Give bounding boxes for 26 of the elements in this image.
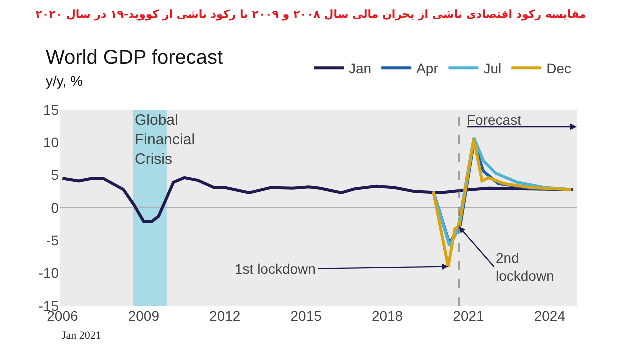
legend-label: Jul [484, 60, 502, 77]
text: Jan 2021 [62, 330, 102, 342]
y-tick-label: 0 [51, 200, 60, 216]
x-tick-label: 2009 [128, 308, 160, 324]
x-tick-label: 2012 [210, 308, 241, 324]
line-series [432, 138, 574, 268]
y-tick-label: 15 [43, 102, 60, 118]
ref-line-label: Forecast [467, 112, 522, 128]
y-tick-label: 10 [43, 134, 60, 151]
y-tick-label: -10 [38, 265, 60, 282]
y-tick-label: 5 [51, 167, 60, 184]
chart-subtitle: World GDP forecast [46, 47, 224, 69]
legend-label: Dec [546, 60, 572, 77]
x-tick-label: 2018 [372, 308, 404, 324]
x-tick-label: 2024 [534, 308, 566, 324]
x-tick-label: 2021 [453, 308, 485, 324]
line-series [61, 176, 574, 224]
y-axis-title: y/y, % [46, 73, 84, 89]
annotation: 2nd lockdown [496, 250, 554, 284]
chart-title: مقایسه رکود اقتصادی ناشی از بحران مالی سال ۲۰۰۸ و ۲۰۰۹ با رکود ناشی از کووید-۱۹ در سال ۲۰۲۰ [36, 8, 586, 22]
band-label: Global Financial Crisis [135, 112, 196, 168]
legend-label: Apr [416, 60, 439, 77]
x-tick-label: 2015 [290, 308, 322, 324]
y-tick-label: -5 [46, 232, 60, 249]
legend-label: Jan [349, 60, 372, 77]
annotation: 1st lockdown [235, 261, 316, 277]
